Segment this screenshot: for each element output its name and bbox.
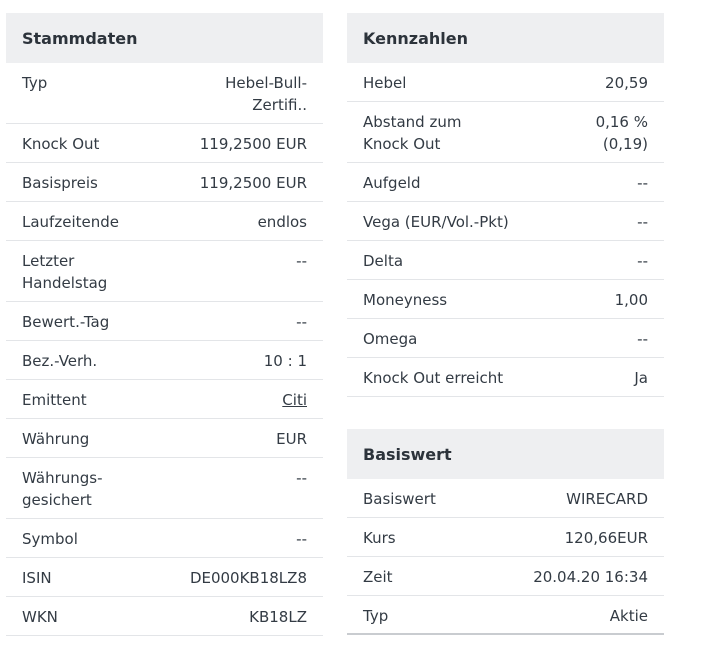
row-label: Emittent [22, 391, 87, 409]
row-label: Basiswert [363, 490, 436, 508]
stammdaten-title: Stammdaten [6, 13, 323, 63]
row-knock-out-erreicht: Knock Out erreicht Ja [347, 358, 664, 397]
row-value: 10 : 1 [263, 352, 307, 370]
kennzahlen-panel: Kennzahlen Hebel 20,59 Abstand zum Knock… [347, 13, 664, 397]
row-value: 20.04.20 16:34 [533, 568, 648, 586]
row-label: Laufzeitende [22, 213, 119, 231]
row-label: Typ [22, 74, 48, 92]
row-value: Ja [634, 369, 648, 387]
row-value: -- [296, 530, 307, 548]
row-label: Omega [363, 330, 418, 348]
row-label: Kurs [363, 529, 396, 547]
row-symbol: Symbol -- [6, 519, 323, 558]
row-value: -- [637, 252, 648, 270]
row-label: Abstand zum Knock Out [363, 113, 462, 153]
row-label: Knock Out [22, 135, 100, 153]
row-basispreis: Basispreis 119,2500 EUR [6, 163, 323, 202]
kennzahlen-title: Kennzahlen [347, 13, 664, 63]
row-bez-verh: Bez.-Verh. 10 : 1 [6, 341, 323, 380]
row-typ: Typ Hebel-Bull-Zertifi.. [6, 63, 323, 124]
row-label: Bez.-Verh. [22, 352, 98, 370]
row-value: endlos [257, 213, 307, 231]
row-label: ISIN [22, 569, 52, 587]
row-value: 20,59 [605, 74, 648, 92]
row-label: Letzter Handelstag [22, 252, 108, 292]
row-value: KB18LZ [249, 608, 307, 626]
row-value: EUR [276, 430, 307, 448]
row-label: Knock Out erreicht [363, 369, 504, 387]
row-value: 119,2500 EUR [199, 135, 307, 153]
row-value: Hebel-Bull-Zertifi.. [225, 74, 307, 114]
row-value: WIRECARD [566, 490, 648, 508]
basiswert-panel: Basiswert Basiswert WIRECARD Kurs 120,66… [347, 429, 664, 635]
row-value: -- [296, 469, 307, 487]
row-value: 119,2500 EUR [199, 174, 307, 192]
row-letzter-handelstag: Letzter Handelstag -- [6, 241, 323, 302]
row-waehrungsgesichert: Währungs-gesichert -- [6, 458, 323, 519]
row-value: -- [296, 313, 307, 331]
row-aufgeld: Aufgeld -- [347, 163, 664, 202]
row-wkn: WKN KB18LZ [6, 597, 323, 636]
row-abstand-knock-out: Abstand zum Knock Out 0,16 % (0,19) [347, 102, 664, 163]
row-bewert-tag: Bewert.-Tag -- [6, 302, 323, 341]
row-kurs: Kurs 120,66EUR [347, 518, 664, 557]
row-label: Bewert.-Tag [22, 313, 110, 331]
row-isin: ISIN DE000KB18LZ8 [6, 558, 323, 597]
row-hebel: Hebel 20,59 [347, 63, 664, 102]
row-label: Typ [363, 607, 389, 625]
row-basiswert: Basiswert WIRECARD [347, 479, 664, 518]
row-value: DE000KB18LZ8 [189, 569, 307, 587]
row-label: Aufgeld [363, 174, 421, 192]
row-vega: Vega (EUR/Vol.-Pkt) -- [347, 202, 664, 241]
row-value: 1,00 [614, 291, 648, 309]
row-emittent: Emittent Citi [6, 380, 323, 419]
row-zeit: Zeit 20.04.20 16:34 [347, 557, 664, 596]
emittent-link[interactable]: Citi [282, 391, 307, 409]
row-waehrung: Währung EUR [6, 419, 323, 458]
row-label: Währung [22, 430, 90, 448]
row-value: 0,16 % (0,19) [595, 113, 648, 153]
row-value: 120,66EUR [564, 529, 648, 547]
stammdaten-panel: Stammdaten Typ Hebel-Bull-Zertifi.. Knoc… [6, 13, 323, 636]
row-label: Zeit [363, 568, 393, 586]
row-label: Moneyness [363, 291, 448, 309]
row-value: -- [637, 174, 648, 192]
row-typ: Typ Aktie [347, 596, 664, 635]
row-knock-out: Knock Out 119,2500 EUR [6, 124, 323, 163]
row-label: WKN [22, 608, 58, 626]
row-moneyness: Moneyness 1,00 [347, 280, 664, 319]
row-omega: Omega -- [347, 319, 664, 358]
row-laufzeitende: Laufzeitende endlos [6, 202, 323, 241]
row-label: Basispreis [22, 174, 98, 192]
row-value: -- [637, 213, 648, 231]
row-label: Symbol [22, 530, 78, 548]
row-label: Währungs-gesichert [22, 469, 103, 509]
row-label: Hebel [363, 74, 407, 92]
row-label: Delta [363, 252, 404, 270]
row-label: Vega (EUR/Vol.-Pkt) [363, 213, 509, 231]
row-value: Aktie [609, 607, 648, 625]
row-delta: Delta -- [347, 241, 664, 280]
basiswert-title: Basiswert [347, 429, 664, 479]
row-value: -- [637, 330, 648, 348]
row-value: -- [296, 252, 307, 270]
